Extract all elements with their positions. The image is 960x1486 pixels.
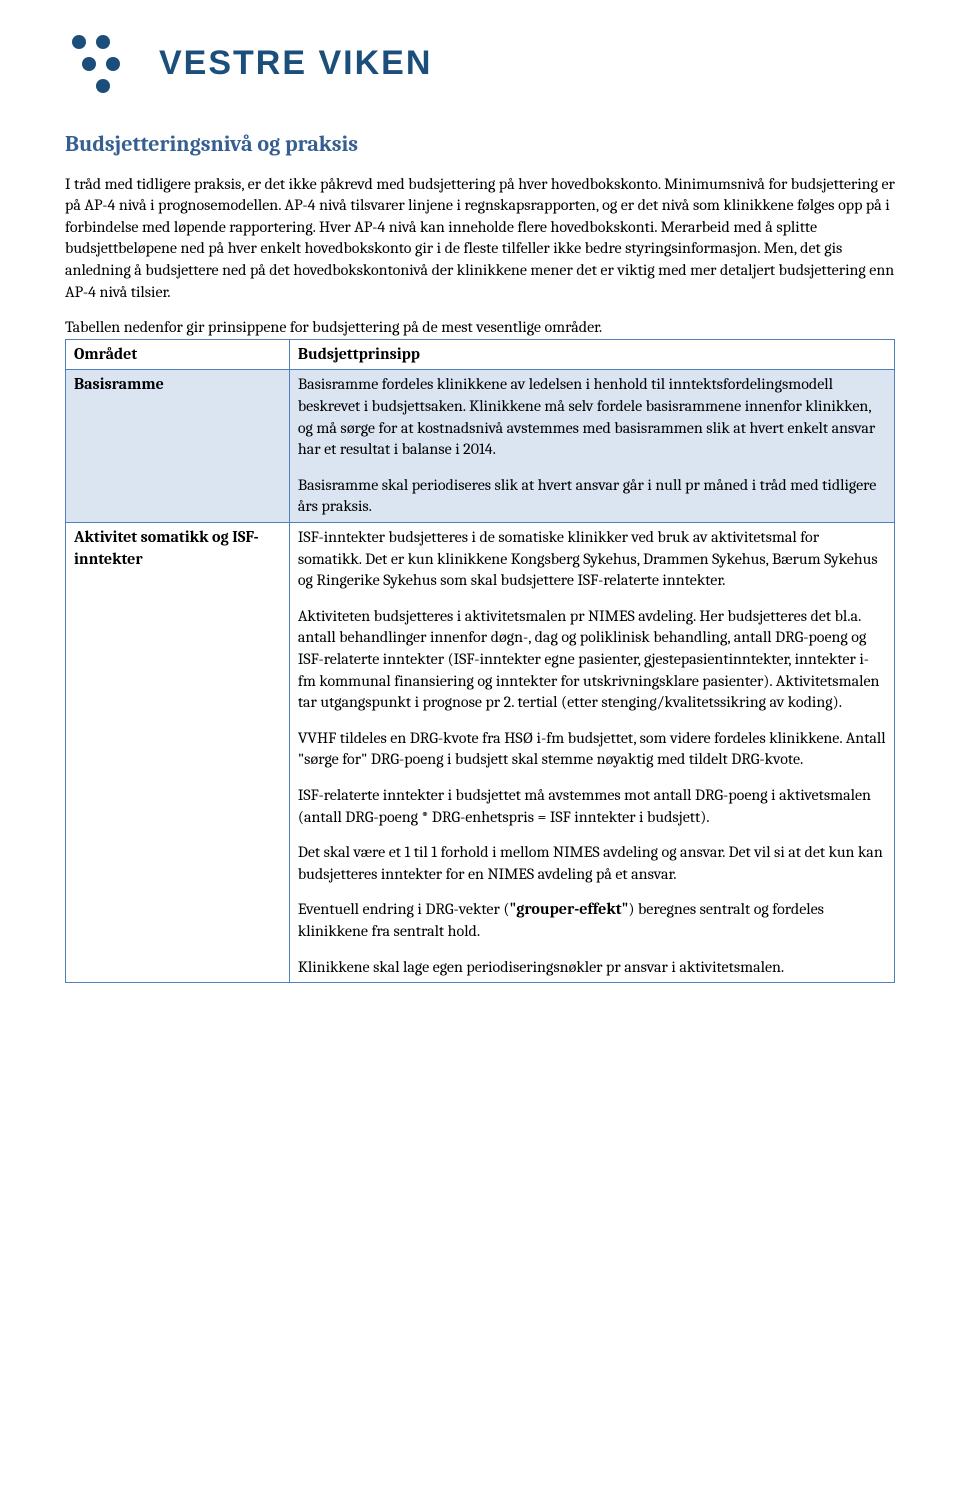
table-paragraph: Det skal være et 1 til 1 forhold i mello… [298,842,886,885]
logo-icon [65,28,137,100]
table-cell-area: Basisramme [66,370,290,523]
table-paragraph: Basisramme fordeles klinikkene av ledels… [298,374,886,460]
page-header: VESTRE VIKEN [65,28,895,100]
table-paragraph: Eventuell endring i DRG-vekter ("grouper… [298,899,886,942]
table-header-area: Området [66,339,290,370]
table-cell-principle: Basisramme fordeles klinikkene av ledels… [289,370,894,523]
principles-table: Området Budsjettprinsipp BasisrammeBasis… [65,339,895,983]
table-header-row: Området Budsjettprinsipp [66,339,895,370]
table-paragraph: Aktiviteten budsjetteres i aktivitetsmal… [298,606,886,714]
intro-paragraph-2: Tabellen nedenfor gir prinsippene for bu… [65,317,895,339]
logo-text: VESTRE VIKEN [159,41,432,87]
table-paragraph: Basisramme skal periodiseres slik at hve… [298,475,886,518]
intro-paragraph-1: I tråd med tidligere praksis, er det ikk… [65,174,895,304]
table-paragraph: ISF-inntekter budsjetteres i de somatisk… [298,527,886,592]
table-row: BasisrammeBasisramme fordeles klinikkene… [66,370,895,523]
document-page: VESTRE VIKEN Budsjetteringsnivå og praks… [0,0,960,1023]
table-header-principle: Budsjettprinsipp [289,339,894,370]
table-row: Aktivitet somatikk og ISF-inntekterISF-i… [66,523,895,983]
section-title: Budsjetteringsnivå og praksis [65,130,895,160]
table-cell-principle: ISF-inntekter budsjetteres i de somatisk… [289,523,894,983]
table-cell-area: Aktivitet somatikk og ISF-inntekter [66,523,290,983]
table-paragraph: Klinikkene skal lage egen periodiserings… [298,957,886,979]
table-paragraph: VVHF tildeles en DRG-kvote fra HSØ i-fm … [298,728,886,771]
table-paragraph: ISF-relaterte inntekter i budsjettet må … [298,785,886,828]
